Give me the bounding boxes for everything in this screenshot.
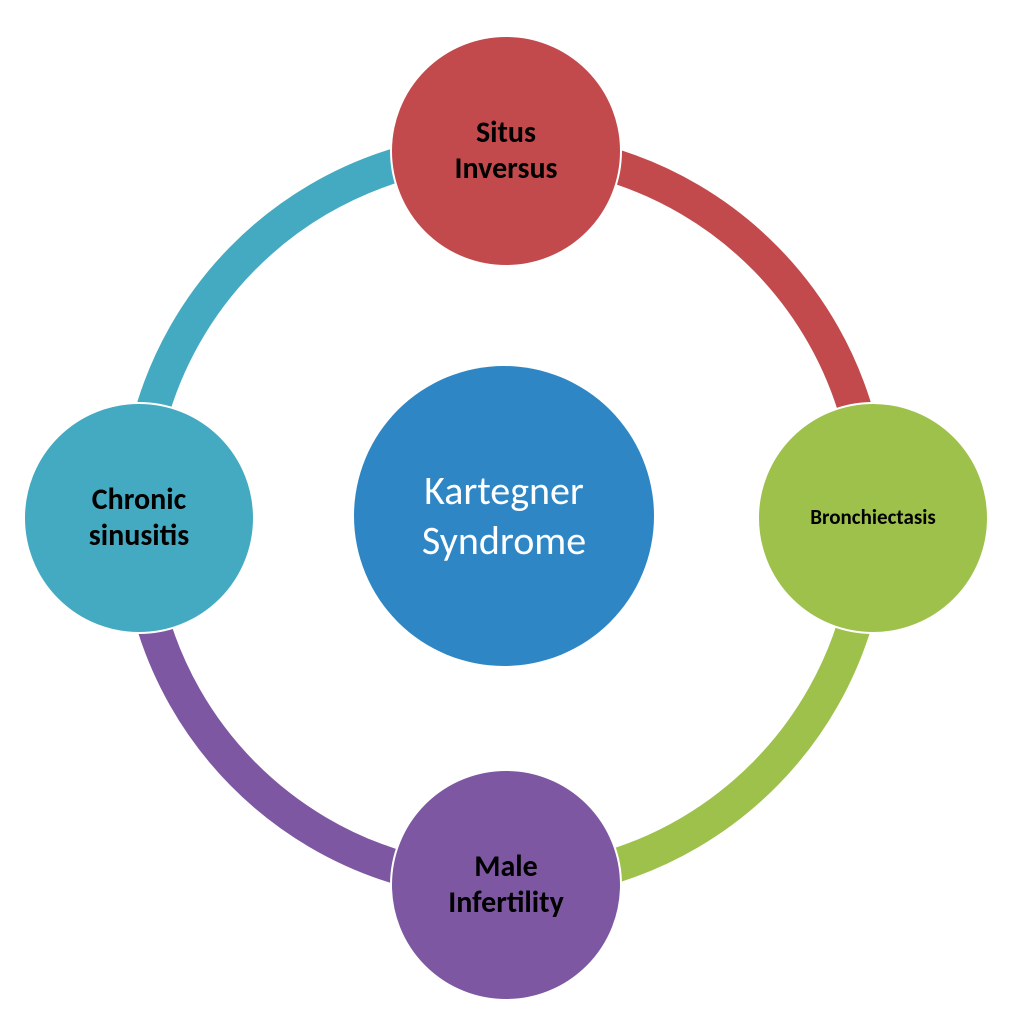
node-label-bottom: MaleInfertility [448, 849, 564, 921]
node-label-top: SitusInversus [454, 115, 557, 187]
node-left: Chronicsinusitis [23, 402, 255, 634]
node-label-right: Bronchiectasis [810, 505, 935, 530]
node-label-left: Chronicsinusitis [89, 482, 189, 554]
arc-top [150, 163, 403, 421]
arc-right [605, 163, 858, 421]
arc-bottom [605, 611, 858, 869]
cycle-diagram: KartegnerSyndrome SitusInversus Bronchiect… [0, 0, 1016, 1024]
arc-left [150, 611, 403, 869]
node-bottom: MaleInfertility [390, 769, 622, 1001]
center-node: KartegnerSyndrome [354, 366, 654, 666]
center-label: KartegnerSyndrome [422, 466, 586, 566]
node-top: SitusInversus [390, 35, 622, 267]
node-right: Bronchiectasis [757, 402, 989, 634]
